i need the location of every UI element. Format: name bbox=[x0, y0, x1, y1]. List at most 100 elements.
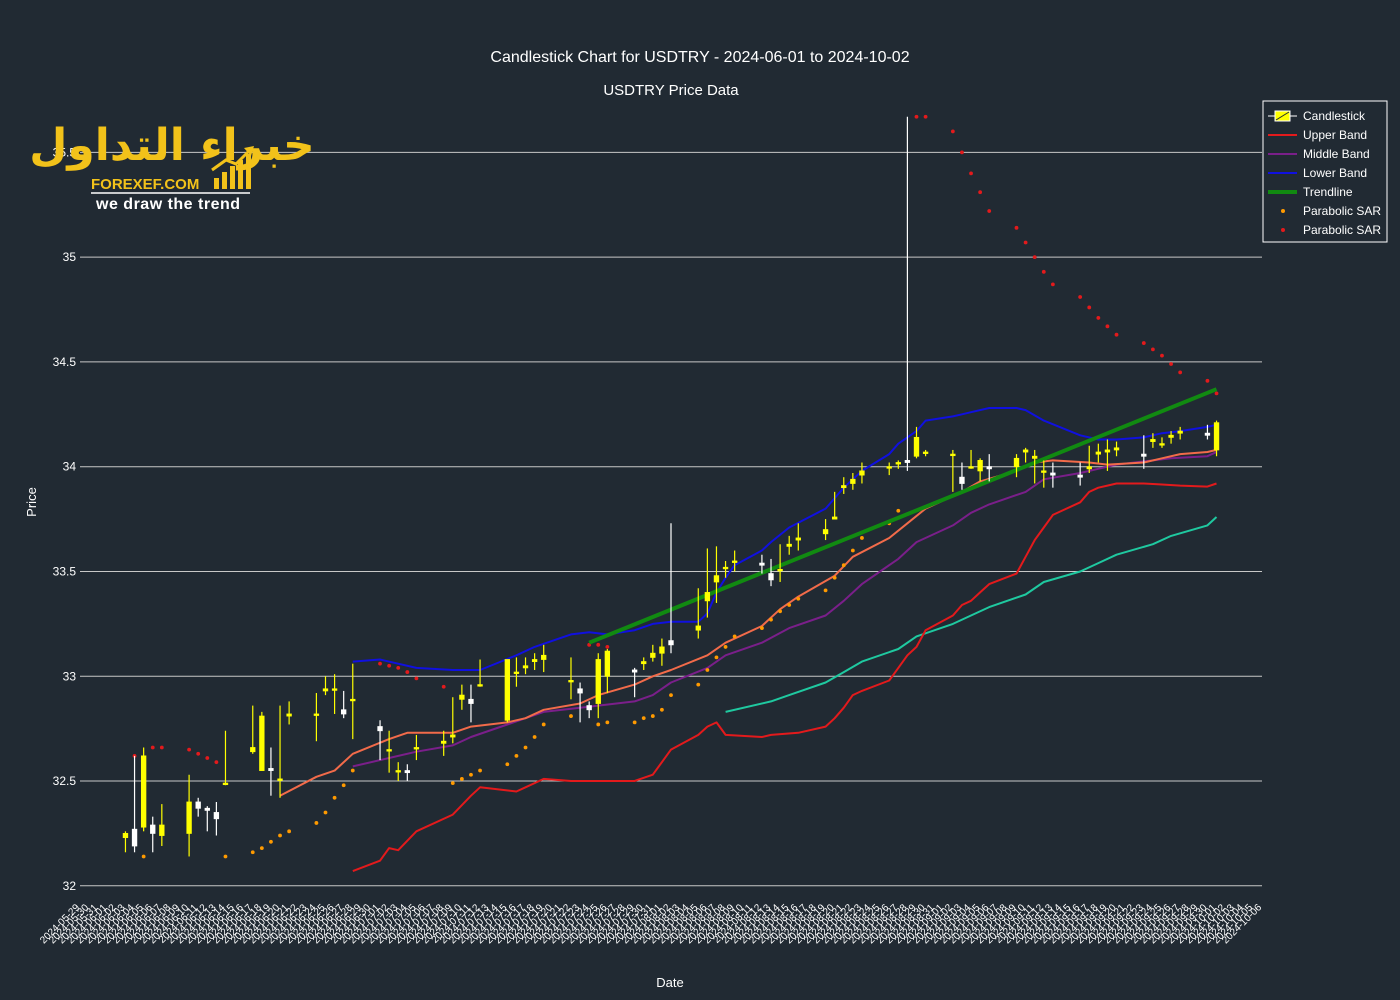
candle-body bbox=[204, 807, 210, 811]
sar-dot-orange bbox=[705, 668, 710, 672]
candle-body bbox=[950, 453, 956, 457]
sar-dot-red bbox=[978, 190, 983, 195]
candle bbox=[286, 701, 292, 725]
candle bbox=[413, 734, 420, 761]
candle bbox=[959, 462, 965, 490]
candle bbox=[350, 663, 356, 740]
candle-body bbox=[522, 665, 529, 669]
legend-label: Upper Band bbox=[1303, 128, 1367, 142]
candle bbox=[841, 477, 847, 494]
candle bbox=[1141, 435, 1147, 469]
sar-dot-red bbox=[923, 114, 928, 119]
legend-items: Candlestick Upper Band Middle Band Lower Ba… bbox=[1268, 109, 1381, 237]
candle-body bbox=[986, 466, 992, 470]
candle bbox=[795, 523, 801, 551]
candle-body bbox=[604, 650, 611, 677]
candle bbox=[377, 720, 383, 761]
candle bbox=[522, 657, 529, 675]
candle-body bbox=[159, 824, 165, 836]
sar-dot-orange bbox=[278, 833, 282, 838]
candles-layer bbox=[122, 116, 1220, 857]
candle-body bbox=[1204, 432, 1211, 436]
candle bbox=[222, 730, 229, 786]
candle bbox=[1159, 437, 1165, 448]
salmon-ema-line bbox=[279, 448, 1217, 797]
candle-body bbox=[404, 770, 410, 774]
legend-dot-swatch bbox=[1281, 228, 1285, 232]
candle-body bbox=[586, 705, 592, 711]
candle-body bbox=[140, 755, 147, 828]
candle-body bbox=[450, 734, 456, 738]
candle-body bbox=[1113, 447, 1120, 451]
legend-dot-swatch bbox=[1281, 209, 1285, 213]
sar-dot-red bbox=[1032, 255, 1037, 260]
sar-dot-red bbox=[205, 756, 210, 760]
candle bbox=[1113, 441, 1120, 457]
sar-dot-orange bbox=[469, 772, 473, 777]
candle-body bbox=[850, 478, 856, 484]
candle bbox=[131, 755, 138, 853]
candle-body bbox=[1050, 472, 1056, 476]
sar-dot-orange bbox=[650, 714, 655, 718]
legend-item: Trendline bbox=[1268, 185, 1353, 199]
sar-dot-red bbox=[950, 129, 955, 134]
candle bbox=[831, 491, 838, 520]
candle bbox=[459, 684, 465, 710]
candle-body bbox=[386, 749, 392, 752]
candle-body bbox=[259, 715, 265, 771]
sar-dot-red bbox=[1160, 353, 1164, 358]
candle bbox=[1022, 447, 1029, 463]
candle-body bbox=[395, 770, 401, 773]
candle-body bbox=[1177, 430, 1183, 434]
candle bbox=[331, 674, 338, 714]
y-tick-label: 35.5 bbox=[53, 145, 77, 159]
candle-body bbox=[768, 573, 774, 581]
candle-body bbox=[1095, 451, 1102, 455]
sar-dot-red bbox=[414, 676, 419, 681]
legend-label: Trendline bbox=[1303, 185, 1353, 199]
legend-label: Middle Band bbox=[1303, 147, 1370, 161]
candle-body bbox=[1141, 453, 1147, 457]
candle bbox=[977, 458, 983, 482]
legend-label: Lower Band bbox=[1303, 166, 1367, 180]
legend-item: Parabolic SAR bbox=[1281, 204, 1381, 218]
candle-body bbox=[131, 828, 138, 847]
candle-body bbox=[377, 726, 383, 732]
legend-item: Upper Band bbox=[1268, 128, 1367, 142]
candle bbox=[504, 659, 511, 723]
sar-dot-orange bbox=[532, 735, 537, 739]
sar-dot-orange bbox=[223, 854, 228, 859]
sar-dot-orange bbox=[660, 707, 664, 712]
candle bbox=[986, 454, 992, 482]
sar-dot-red bbox=[960, 150, 964, 155]
sar-dot-orange bbox=[896, 508, 901, 513]
sar-dot-red bbox=[132, 753, 137, 758]
candle bbox=[268, 747, 274, 796]
sar-dot-orange bbox=[287, 829, 292, 834]
candle bbox=[859, 462, 865, 484]
candle-body bbox=[695, 625, 701, 631]
candle-body bbox=[350, 698, 356, 702]
candle-body bbox=[777, 568, 783, 572]
candle-body bbox=[1150, 439, 1156, 442]
sar-dot-orange bbox=[632, 720, 637, 725]
candle bbox=[950, 449, 956, 492]
candle bbox=[1095, 443, 1102, 463]
sar-dot-orange bbox=[505, 762, 510, 767]
candle bbox=[259, 711, 265, 771]
candle bbox=[477, 659, 483, 687]
sar-dot-orange bbox=[269, 839, 273, 844]
sar-dot-orange bbox=[514, 753, 519, 758]
candle bbox=[768, 558, 774, 587]
candle-body bbox=[1213, 422, 1220, 451]
candle bbox=[322, 676, 329, 696]
chart-title: Candlestick Chart for USDTRY - 2024-06-0… bbox=[490, 49, 909, 66]
candle bbox=[577, 682, 583, 723]
sar-dot-orange bbox=[823, 588, 828, 593]
sar-dot-red bbox=[987, 209, 992, 213]
candle-body bbox=[713, 575, 720, 583]
candle bbox=[468, 684, 474, 723]
sar-dot-orange bbox=[778, 609, 783, 614]
candle bbox=[850, 472, 856, 490]
sar-dot-red bbox=[1150, 347, 1155, 352]
